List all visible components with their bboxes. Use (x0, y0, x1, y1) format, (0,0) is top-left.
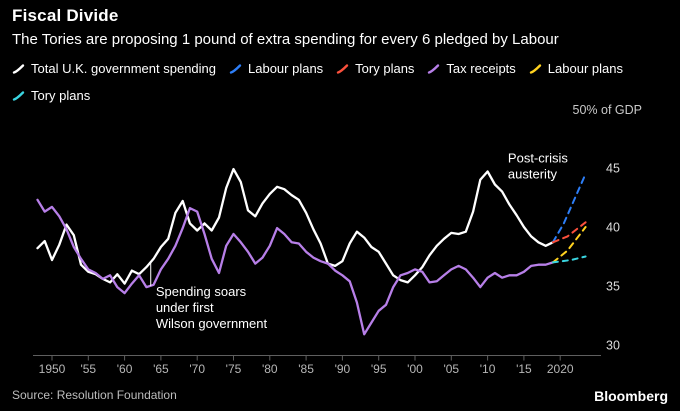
x-axis-label: '85 (298, 362, 314, 376)
x-axis-label: '55 (80, 362, 96, 376)
legend-item-label: Tory plans (31, 88, 91, 103)
legend-swatch-icon (428, 63, 440, 74)
annotation-text: Post-crisis (508, 151, 568, 166)
legend-item-label: Total U.K. government spending (31, 61, 216, 76)
series-line (551, 226, 587, 264)
annotation-text: Spending soars (156, 284, 247, 299)
x-axis-label: '00 (407, 362, 423, 376)
y-axis-label: 30 (606, 338, 620, 352)
legend-swatch-icon (12, 90, 25, 101)
y-axis-label: 40 (606, 220, 620, 234)
x-axis-label: '60 (117, 362, 133, 376)
legend-swatch-icon (12, 63, 25, 74)
x-axis-label: '70 (189, 362, 205, 376)
x-axis-label: '65 (153, 362, 169, 376)
legend-item: Tory plans (336, 61, 414, 76)
x-axis-label: 1950 (39, 362, 66, 376)
y-axis-unit-label: 50% of GDP (572, 103, 642, 117)
x-axis-label: '95 (371, 362, 387, 376)
legend-item-label: Labour plans (248, 61, 324, 76)
legend-swatch-icon (229, 63, 242, 74)
x-axis-label: '90 (335, 362, 351, 376)
annotation-text: Wilson government (156, 316, 268, 331)
chart-plot-area: 1950 '55 '60 '65 '70 '75 '80 '85 '90 '95 '00 '05 '10… (33, 151, 620, 376)
legend-item: Total U.K. government spending (12, 61, 216, 76)
series-line (551, 221, 587, 244)
source-note: Source: Resolution Foundation (12, 388, 177, 402)
legend-swatch-icon (529, 63, 541, 74)
x-axis-label: '15 (516, 362, 532, 376)
page-title: Fiscal Divide (12, 6, 119, 25)
series-line (36, 198, 555, 336)
annotation-text: under first (156, 300, 214, 315)
legend-item-label: Tax receipts (446, 61, 516, 76)
x-axis-label: 2020 (547, 362, 574, 376)
legend-item-label: Labour plans (547, 61, 623, 76)
chart-subtitle: The Tories are proposing 1 pound of extr… (12, 31, 559, 48)
bloomberg-logo: Bloomberg (594, 388, 668, 404)
x-axis-label: '75 (226, 362, 242, 376)
x-axis-label: '10 (480, 362, 496, 376)
chart-legend: Total U.K. government spending Labour pla… (12, 61, 676, 103)
series-line (36, 167, 555, 285)
legend-item: Tory plans (12, 88, 90, 103)
y-axis-label: 35 (606, 279, 620, 293)
y-axis-label: 45 (606, 161, 620, 175)
legend-swatch-icon (336, 63, 349, 74)
x-axis-label: '05 (443, 362, 459, 376)
x-axis-label: '80 (262, 362, 278, 376)
legend-item: Labour plans (229, 61, 323, 76)
legend-item-label: Tory plans (355, 61, 415, 76)
legend-item: Labour plans (529, 61, 623, 76)
annotation-text: austerity (508, 167, 558, 182)
series-line (551, 172, 587, 244)
legend-item: Tax receipts (427, 61, 516, 76)
